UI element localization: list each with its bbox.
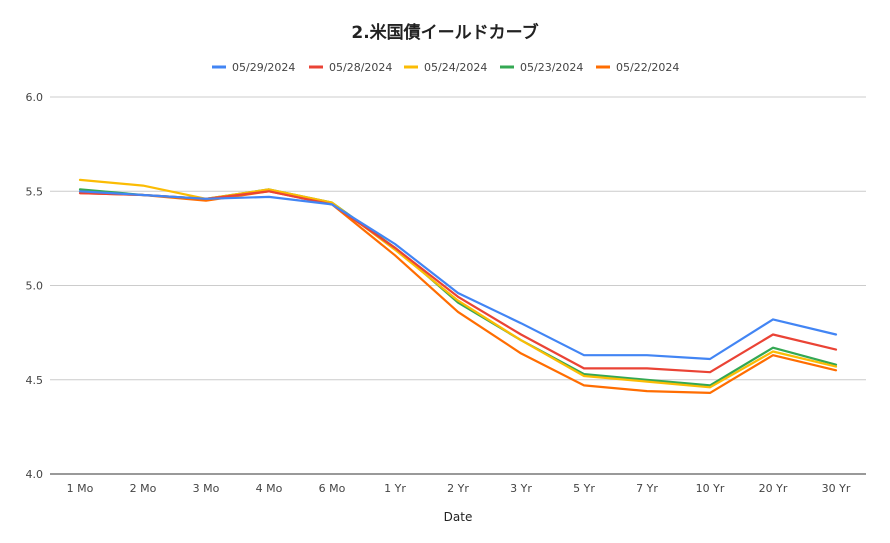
legend-label: 05/28/2024: [329, 61, 392, 74]
y-axis-tick-labels: 4.0 4.5 5.0 5.5 6.0: [26, 91, 44, 481]
y-tick-label: 6.0: [26, 91, 44, 104]
x-axis-tick-labels: 1 Mo 2 Mo 3 Mo 4 Mo 6 Mo 1 Yr 2 Yr 3 Yr 5 Yr 7 Yr…: [67, 482, 851, 495]
x-axis-label: Date: [444, 510, 473, 524]
legend-label: 05/23/2024: [520, 61, 583, 74]
x-tick-label: 6 Mo: [319, 482, 346, 495]
x-tick-label: 2 Mo: [130, 482, 157, 495]
legend-item: 05/28/2024: [309, 61, 392, 74]
y-tick-label: 5.5: [26, 185, 44, 198]
series-line-4: [78, 190, 838, 394]
y-tick-label: 4.5: [26, 374, 44, 387]
chart-title: 2.米国債イールドカーブ: [351, 22, 538, 43]
legend-item: 05/22/2024: [596, 61, 679, 74]
x-tick-label: 5 Yr: [573, 482, 595, 495]
x-tick-label: 10 Yr: [696, 482, 725, 495]
x-tick-label: 30 Yr: [822, 482, 851, 495]
series-line-0: [78, 190, 838, 361]
x-tick-label: 4 Mo: [256, 482, 283, 495]
x-tick-label: 2 Yr: [447, 482, 469, 495]
x-tick-label: 7 Yr: [636, 482, 658, 495]
series-line-3: [78, 188, 838, 387]
x-tick-label: 1 Mo: [67, 482, 94, 495]
legend-label: 05/29/2024: [232, 61, 295, 74]
legend-label: 05/22/2024: [616, 61, 679, 74]
x-tick-label: 3 Yr: [510, 482, 532, 495]
series-line-2: [78, 178, 838, 389]
legend-label: 05/24/2024: [424, 61, 487, 74]
x-tick-label: 20 Yr: [759, 482, 788, 495]
x-tick-label: 3 Mo: [193, 482, 220, 495]
series-line-1: [78, 190, 838, 374]
series-lines: [78, 178, 838, 394]
legend-item: 05/24/2024: [404, 61, 487, 74]
legend-item: 05/23/2024: [500, 61, 583, 74]
y-tick-label: 4.0: [26, 468, 44, 481]
x-tick-label: 1 Yr: [384, 482, 406, 495]
gridlines: [50, 96, 866, 475]
legend: 05/29/2024 05/28/2024 05/24/2024 05/23/2024…: [212, 61, 679, 74]
legend-item: 05/29/2024: [212, 61, 295, 74]
y-tick-label: 5.0: [26, 280, 44, 293]
